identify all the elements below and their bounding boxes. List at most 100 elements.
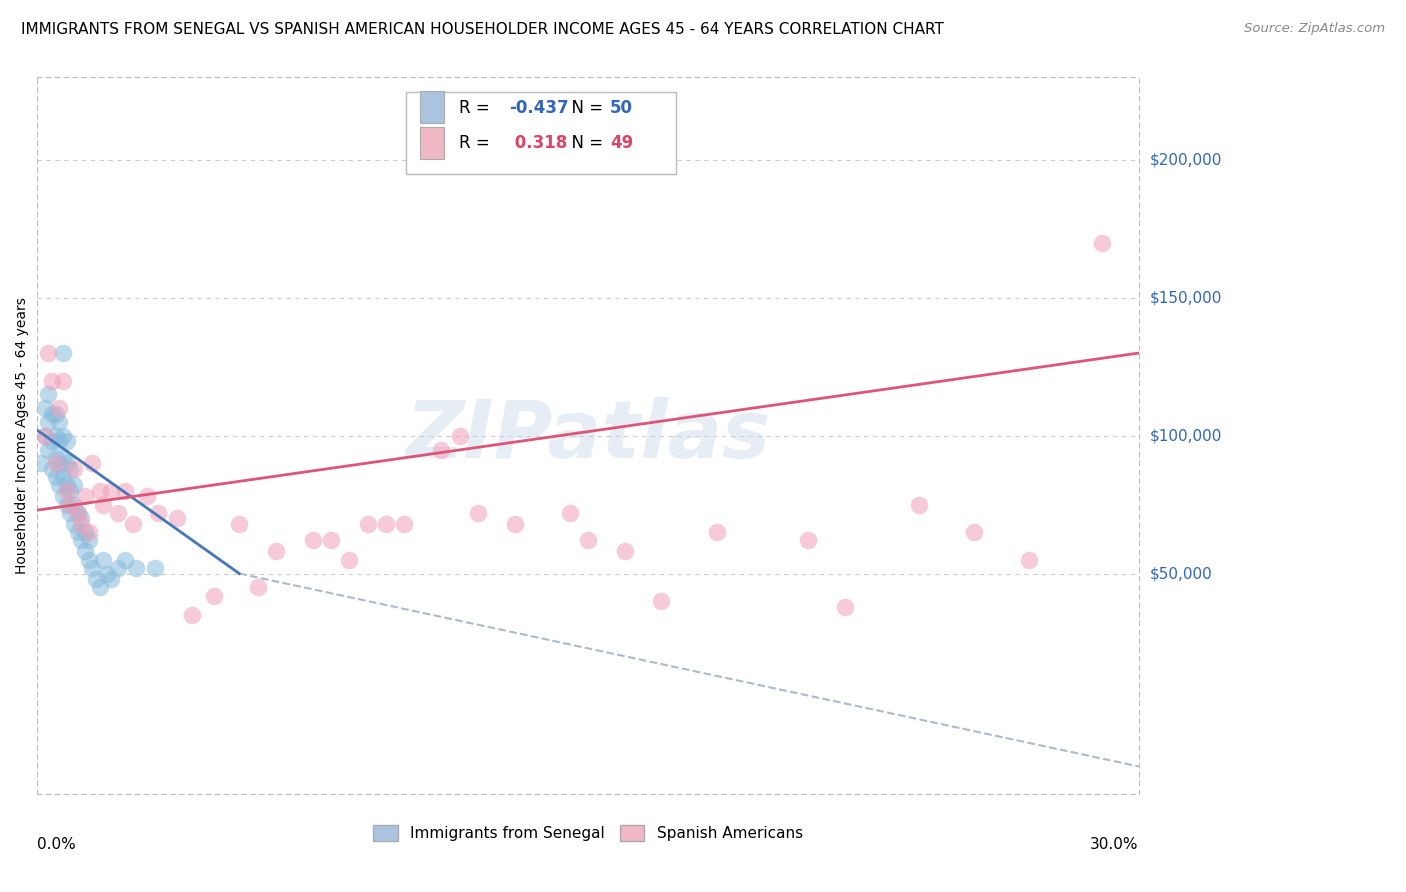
Text: R =: R =: [460, 98, 495, 117]
Point: [37, 387, 59, 401]
Point: [558, 506, 581, 520]
Text: N =: N =: [561, 135, 607, 153]
Point: [30, 456, 52, 470]
Text: R =: R =: [460, 135, 495, 153]
Point: [166, 511, 188, 525]
Point: [797, 533, 820, 548]
Point: [45, 407, 67, 421]
Point: [66, 506, 89, 520]
Point: [180, 607, 202, 622]
Point: [70, 511, 93, 525]
Text: Source: ZipAtlas.com: Source: ZipAtlas.com: [1244, 22, 1385, 36]
Point: [52, 489, 75, 503]
Point: [148, 506, 170, 520]
Point: [52, 428, 75, 442]
Point: [70, 533, 93, 548]
Point: [52, 346, 75, 360]
Point: [66, 525, 89, 540]
Text: -0.437: -0.437: [509, 98, 568, 117]
Point: [52, 470, 75, 484]
Point: [89, 483, 111, 498]
Point: [706, 525, 728, 540]
Point: [55, 498, 77, 512]
Point: [41, 462, 63, 476]
Point: [100, 572, 122, 586]
Point: [45, 428, 67, 442]
Point: [63, 498, 86, 512]
Point: [121, 516, 143, 531]
Point: [907, 498, 929, 512]
Point: [430, 442, 453, 457]
Point: [41, 374, 63, 388]
Point: [650, 594, 672, 608]
Point: [962, 525, 984, 540]
Point: [41, 407, 63, 421]
Point: [37, 442, 59, 457]
Text: $200,000: $200,000: [1150, 153, 1222, 168]
Point: [357, 516, 380, 531]
Point: [70, 516, 93, 531]
Point: [84, 572, 107, 586]
Point: [34, 401, 56, 416]
Point: [228, 516, 250, 531]
Point: [301, 533, 323, 548]
Point: [48, 434, 70, 449]
Text: IMMIGRANTS FROM SENEGAL VS SPANISH AMERICAN HOUSEHOLDER INCOME AGES 45 - 64 YEAR: IMMIGRANTS FROM SENEGAL VS SPANISH AMERI…: [21, 22, 943, 37]
Point: [394, 516, 416, 531]
Point: [114, 553, 136, 567]
Point: [77, 525, 100, 540]
Point: [319, 533, 342, 548]
Text: 30.0%: 30.0%: [1090, 837, 1139, 852]
Point: [45, 470, 67, 484]
Point: [1018, 553, 1040, 567]
Y-axis label: Householder Income Ages 45 - 64 years: Householder Income Ages 45 - 64 years: [15, 297, 30, 574]
Point: [93, 498, 115, 512]
Point: [59, 506, 82, 520]
Point: [125, 561, 148, 575]
Point: [114, 483, 136, 498]
Text: $150,000: $150,000: [1150, 291, 1222, 305]
Point: [375, 516, 398, 531]
Point: [66, 506, 89, 520]
Point: [45, 450, 67, 465]
Point: [93, 553, 115, 567]
Point: [503, 516, 526, 531]
Text: $50,000: $50,000: [1150, 566, 1212, 581]
Point: [55, 483, 77, 498]
Point: [107, 561, 129, 575]
Legend: Immigrants from Senegal, Spanish Americans: Immigrants from Senegal, Spanish America…: [367, 819, 808, 847]
Point: [59, 462, 82, 476]
Point: [82, 561, 104, 575]
Point: [100, 483, 122, 498]
Point: [63, 516, 86, 531]
Text: 0.0%: 0.0%: [38, 837, 76, 852]
FancyBboxPatch shape: [419, 91, 444, 123]
Text: 50: 50: [610, 98, 633, 117]
Point: [449, 428, 471, 442]
Point: [59, 498, 82, 512]
Text: $100,000: $100,000: [1150, 428, 1222, 443]
Point: [467, 506, 489, 520]
Point: [48, 401, 70, 416]
Point: [52, 374, 75, 388]
Point: [96, 566, 118, 581]
Point: [59, 483, 82, 498]
Point: [246, 580, 269, 594]
Point: [143, 561, 166, 575]
Point: [55, 434, 77, 449]
Point: [107, 506, 129, 520]
Text: 0.318: 0.318: [509, 135, 567, 153]
Point: [48, 415, 70, 429]
Point: [75, 525, 97, 540]
Point: [576, 533, 599, 548]
Point: [264, 544, 287, 558]
Point: [37, 415, 59, 429]
Point: [63, 462, 86, 476]
Point: [63, 478, 86, 492]
Point: [34, 428, 56, 442]
Point: [77, 553, 100, 567]
Point: [82, 456, 104, 470]
Point: [202, 589, 225, 603]
Point: [77, 533, 100, 548]
Text: ZIPatlas: ZIPatlas: [405, 397, 770, 475]
